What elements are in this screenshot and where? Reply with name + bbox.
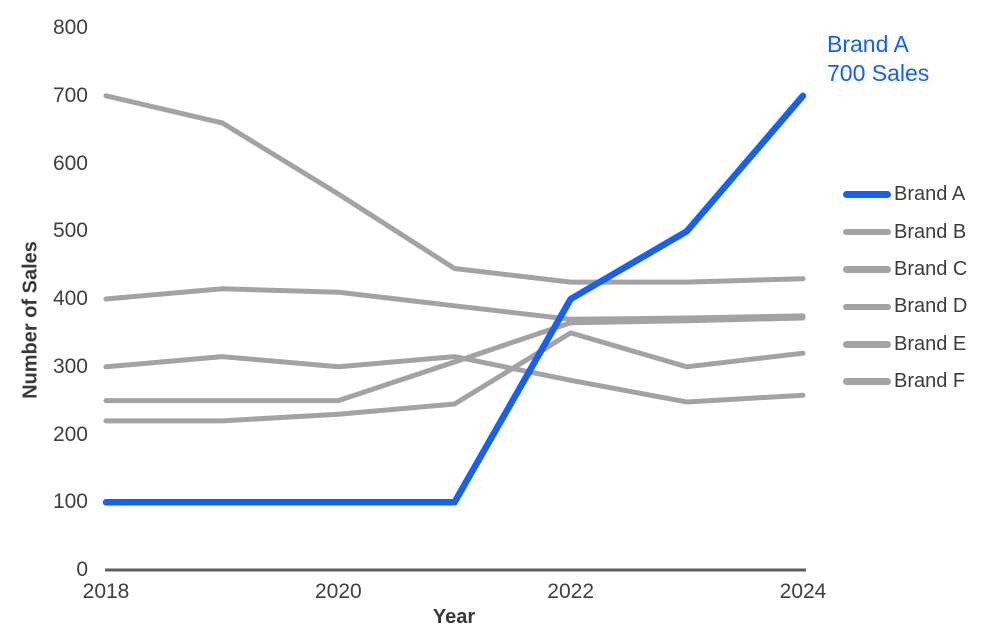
legend-item-brand-a: Brand A xyxy=(843,176,967,213)
y-tick-label-200: 200 xyxy=(52,422,88,446)
legend-item-brand-f: Brand F xyxy=(843,363,967,400)
y-axis-title: Number of Sales xyxy=(19,241,42,399)
y-tick-label-0: 0 xyxy=(76,558,88,581)
series-line-brand-d xyxy=(103,354,806,405)
legend-swatch-brand-f xyxy=(843,378,891,385)
legend-swatch-brand-e xyxy=(843,341,891,348)
y-tick-label-100: 100 xyxy=(52,490,88,514)
series-line-brand-f xyxy=(103,330,806,424)
x-tick-label-2018: 2018 xyxy=(82,580,130,603)
x-tick-label-2020: 2020 xyxy=(314,580,362,603)
legend-label: Brand F xyxy=(894,370,966,393)
x-tick-label-2022: 2022 xyxy=(547,580,595,603)
y-tick-label-300: 300 xyxy=(52,354,88,378)
annotation-line-2: 700 Sales xyxy=(827,60,930,86)
legend-item-brand-b: Brand B xyxy=(843,213,967,250)
x-axis-title: Year xyxy=(432,606,476,628)
y-tick-label-800: 800 xyxy=(52,16,88,39)
legend-item-brand-d: Brand D xyxy=(843,288,967,325)
x-tick-label-2024: 2024 xyxy=(779,580,827,603)
legend-label: Brand A xyxy=(894,183,966,206)
legend-swatch-brand-d xyxy=(843,303,891,311)
legend-swatch-brand-c xyxy=(843,266,891,273)
legend-swatch-brand-a xyxy=(843,191,891,198)
y-tick-label-600: 600 xyxy=(52,151,88,175)
series-line-brand-a xyxy=(102,92,807,506)
series-line-brand-c xyxy=(103,286,806,322)
legend-label: Brand C xyxy=(894,257,968,280)
legend-item-brand-e: Brand E xyxy=(843,326,967,363)
series-line-brand-b xyxy=(103,93,806,285)
legend-label: Brand E xyxy=(894,332,967,355)
annotation-line-1: Brand A xyxy=(827,31,909,57)
annotation-brand-a: Brand A 700 Sales xyxy=(827,30,929,88)
legend: Brand A Brand B Brand C Brand D Brand E Brand… xyxy=(843,176,967,400)
y-tick-label-500: 500 xyxy=(52,219,88,243)
y-tick-label-700: 700 xyxy=(52,83,88,107)
y-tick-label-400: 400 xyxy=(52,287,88,310)
legend-item-brand-c: Brand C xyxy=(843,251,967,288)
series-line-brand-e xyxy=(103,315,806,404)
legend-label: Brand B xyxy=(894,220,967,243)
legend-label: Brand D xyxy=(894,295,968,318)
legend-swatch-brand-b xyxy=(843,228,891,236)
